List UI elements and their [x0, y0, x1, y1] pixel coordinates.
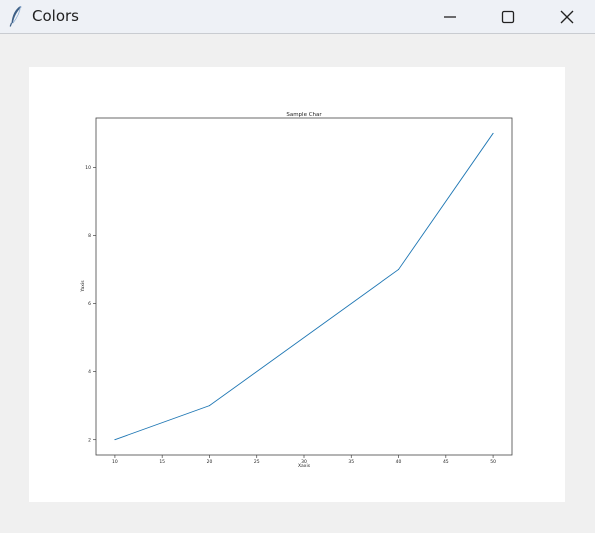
- data-point: [492, 132, 494, 134]
- title-bar[interactable]: Colors: [0, 0, 595, 34]
- y-tick-label: 4: [88, 369, 91, 375]
- x-tick-label: 40: [396, 459, 402, 465]
- minimize-icon: [444, 15, 456, 18]
- series-line: [114, 133, 494, 441]
- data-point: [114, 439, 116, 441]
- x-tick-label: 35: [348, 459, 354, 465]
- plot-frame: [95, 117, 513, 456]
- data-point: [208, 405, 210, 407]
- y-tick-label: 6: [88, 301, 91, 307]
- data-point: [398, 268, 400, 270]
- maximize-icon: [501, 10, 515, 23]
- x-axis-label: Xaxis: [298, 463, 311, 469]
- window-title: Colors: [32, 7, 79, 25]
- series-layer: [114, 132, 494, 441]
- line-chart: Sample Char Xaxis Yaxis 10 15 20 25 30 35 40 45…: [80, 112, 513, 469]
- x-tick-label: 45: [443, 459, 449, 465]
- x-tick-label: 15: [159, 459, 165, 465]
- y-tick-label: 10: [85, 165, 91, 171]
- x-tick-label: 20: [207, 459, 213, 465]
- x-tick-label: 10: [112, 459, 118, 465]
- maximize-button[interactable]: [486, 0, 530, 33]
- minimize-button[interactable]: [428, 0, 472, 33]
- feather-icon: [9, 5, 22, 27]
- chart-title: Sample Char: [286, 112, 322, 118]
- window-client-area: Sample Char Xaxis Yaxis 10 15 20 25 30 35 40 45…: [0, 35, 595, 533]
- y-tick-label: 2: [88, 437, 91, 443]
- plot-canvas: Sample Char Xaxis Yaxis 10 15 20 25 30 35 40 45…: [29, 67, 565, 502]
- x-tick-label: 50: [490, 459, 496, 465]
- x-ticks: 10 15 20 25 30 35 40 45 50: [112, 455, 496, 465]
- y-axis-label: Yaxis: [80, 280, 86, 293]
- y-ticks: 2 4 6 8 10: [85, 165, 96, 443]
- close-button[interactable]: [545, 0, 589, 33]
- close-icon: [560, 10, 574, 23]
- x-tick-label: 25: [254, 459, 260, 465]
- y-tick-label: 8: [88, 233, 91, 239]
- x-tick-label: 30: [301, 459, 307, 465]
